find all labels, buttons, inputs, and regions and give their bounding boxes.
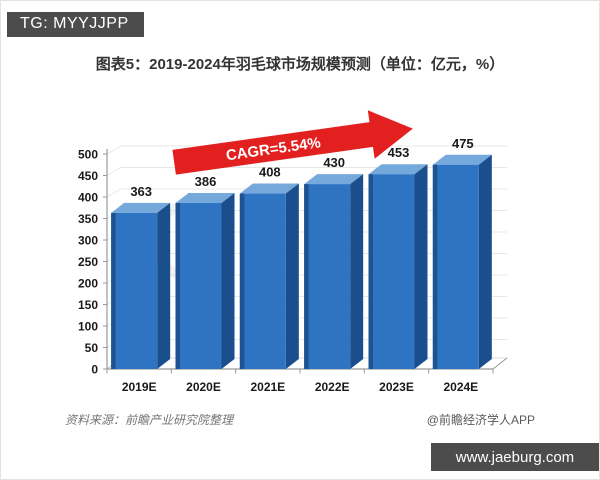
- y-tick-label: 100: [78, 320, 98, 334]
- bar-top-face: [111, 202, 171, 213]
- bar-value-label: 453: [388, 145, 410, 160]
- category-label: 2024E: [443, 380, 478, 394]
- floor-right-edge: [492, 357, 508, 370]
- credit-note: @前瞻经济学人APP: [426, 413, 535, 427]
- y-tick-label: 400: [78, 191, 98, 205]
- y-tick-label: 150: [78, 298, 98, 312]
- arrow-head: [367, 110, 413, 159]
- bar: [239, 193, 286, 369]
- bar: [111, 212, 158, 369]
- category-label: 2022E: [315, 380, 350, 394]
- y-tick-label: 0: [91, 363, 98, 377]
- source-note: 资料来源：前瞻产业研究院整理: [65, 413, 234, 427]
- bar-chart: 0 50 100 150 200 250 300 350 400 450 500 363 2019E 38…: [78, 110, 508, 394]
- gridline-connector: [106, 145, 122, 155]
- category-label: 2019E: [122, 380, 157, 394]
- bar-top-face: [304, 174, 364, 185]
- bar-value-label: 475: [452, 136, 474, 151]
- category-label: 2020E: [186, 380, 221, 394]
- bar-left-edge: [239, 193, 245, 369]
- bar-value-label: 386: [195, 174, 217, 189]
- y-tick-label: 250: [78, 255, 98, 269]
- category-label: 2023E: [379, 380, 414, 394]
- bar-left-edge: [368, 174, 373, 369]
- bar-left-edge: [304, 184, 309, 369]
- arrow-shaft: [172, 122, 374, 175]
- top-left-watermark-badge: TG: MYYJJPP: [7, 12, 144, 37]
- bar-top-face: [175, 193, 235, 204]
- gridline-connector: [106, 167, 122, 176]
- bar-top-face: [432, 154, 492, 165]
- y-tick-label: 450: [78, 169, 98, 183]
- bar-side-face: [285, 183, 299, 369]
- y-tick-label: 300: [78, 234, 98, 248]
- y-tick-label: 50: [85, 341, 99, 355]
- bar-side-face: [350, 174, 364, 369]
- bar-left-edge: [432, 164, 438, 369]
- bar-left-edge: [111, 212, 116, 369]
- cagr-arrow: CAGR=5.54%: [172, 110, 413, 175]
- bar-side-face: [157, 202, 171, 369]
- bar-value-label: 430: [323, 155, 345, 170]
- y-tick-label: 500: [78, 148, 98, 162]
- bar-top-face: [368, 164, 428, 175]
- bar-left-edge: [175, 203, 180, 369]
- page-title: 图表5：2019-2024年羽毛球市场规模预测（单位：亿元，%）: [95, 56, 505, 73]
- watermark-url: www.jaeburg.com: [455, 448, 575, 466]
- bottom-right-watermark-bar: www.jaeburg.com: [431, 443, 599, 471]
- bar-top-face: [239, 183, 299, 194]
- bar-value-label: 408: [259, 165, 281, 180]
- y-tick-label: 200: [78, 277, 98, 291]
- bar: [432, 164, 479, 369]
- bar: [175, 203, 222, 369]
- bar-value-label: 363: [130, 184, 152, 199]
- bar: [368, 174, 415, 369]
- bar-side-face: [478, 154, 492, 369]
- category-label: 2021E: [250, 380, 285, 394]
- y-tick-label: 350: [78, 212, 98, 226]
- bar-side-face: [221, 193, 235, 369]
- bar-side-face: [414, 164, 428, 369]
- bar: [304, 184, 351, 369]
- gridline-connector: [106, 188, 122, 198]
